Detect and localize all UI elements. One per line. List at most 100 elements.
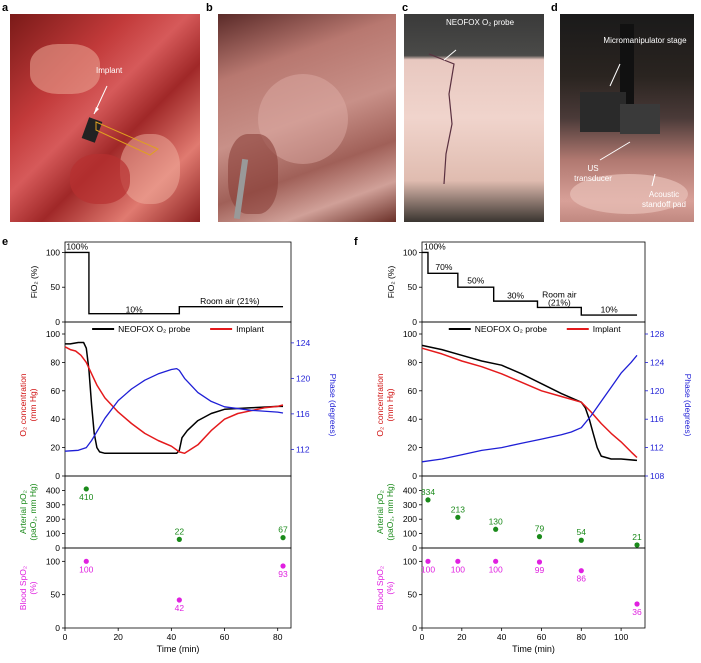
photo-ultrasound-setup: Micromanipulator stage US transducer Aco…: [560, 14, 694, 222]
panel-f-spo2-tick-label: 100: [403, 556, 417, 566]
panel-e-spo2-point-label: 42: [175, 603, 185, 613]
panel-f-art-tick-label: 300: [403, 500, 417, 510]
panel-e-spo2-ylabel-line: (%): [28, 581, 38, 594]
panel-e-spo2-point-label: 93: [278, 569, 288, 579]
panel-e-art-tick-label: 200: [46, 514, 60, 524]
panel-f-spo2-point-label: 100: [489, 564, 503, 574]
panel-e-x-tick-label: 80: [273, 632, 283, 642]
panel-e-oxy-ylabel-left: O₂ concentration (mm Hg): [18, 373, 38, 437]
panel-e-art-point-label: 67: [278, 525, 288, 535]
panel-f-oxy-left-tick-label: 0: [412, 471, 417, 481]
panel-e-oxy-right-tick-label: 112: [296, 444, 310, 454]
panel-f-fio2-tick-label: 50: [408, 282, 418, 292]
panel-e-oxy-ylabel-left-line: O₂ concentration: [18, 373, 28, 437]
photo-sutured-skin: NEOFOX O₂ probe: [404, 14, 544, 222]
panel-f-oxy-left-tick-label: 100: [403, 329, 417, 339]
panel-e-fio2-tick-label: 100: [46, 247, 60, 257]
panel-f-spo2-tick-label: 50: [408, 590, 418, 600]
panel-e-art-tick-label: 0: [55, 543, 60, 553]
micromanipulator-label: Micromanipulator stage: [603, 36, 687, 45]
panel-f-fio2-steps: [422, 251, 638, 316]
setup-pointers: [599, 63, 656, 187]
panel-e-spo2-frame: [64, 547, 292, 629]
panel-label-d: d: [551, 2, 558, 14]
panel-f-fio2-step-label: 70%: [435, 262, 452, 272]
implant-pointer: [93, 85, 159, 156]
panel-f-spo2-point: [536, 559, 543, 565]
photo-closed-tissue: [218, 14, 396, 222]
panel-e-series-2: [64, 367, 284, 452]
panel-f-oxy-ylabel-left-line: (mm Hg): [385, 388, 395, 421]
panel-f-fio2-step-label: (21%): [548, 297, 571, 307]
panel-e-fio2-step-label: 100%: [66, 242, 88, 252]
panel-f-art-tick-label: 400: [403, 485, 417, 495]
panel-f-spo2-tick-label: 0: [412, 623, 417, 633]
panel-f-art-tick-label: 100: [403, 529, 417, 539]
panel-label-f: f: [354, 236, 358, 248]
panel-f-x-tick-label: 80: [577, 632, 587, 642]
panel-f-spo2-point-label: 99: [535, 565, 545, 575]
panel-f-art-ylabel-line: (paO₂, mm Hg): [385, 483, 395, 540]
panel-e-oxy-right-tick-label: 120: [296, 373, 310, 383]
panel-e-series-0: [65, 341, 283, 455]
panel-f-fio2-step-label: 30%: [507, 290, 524, 300]
panel-e-legend-probe-label: NEOFOX O₂ probe: [118, 324, 191, 334]
panel-e-fio2-step-label: 10%: [126, 304, 143, 314]
suture-line: [428, 49, 457, 185]
panel-f-spo2-point: [578, 568, 584, 574]
panel-e-oxy-left-tick-label: 80: [51, 357, 61, 367]
panel-label-e: e: [2, 236, 9, 248]
panel-e-fio2-tick-label: 50: [51, 282, 61, 292]
panel-f-series-2: [421, 354, 638, 463]
panel-e-oxy-ylabel-left-line: (mm Hg): [28, 388, 38, 421]
panel-e-spo2-ylabel-line: Blood SpO₂: [18, 566, 28, 610]
panel-f-legend-probe-label: NEOFOX O₂ probe: [475, 324, 548, 334]
panel-f-fio2-tick-label: 100: [403, 247, 417, 257]
panel-f-spo2-ylabel-line: Blood SpO₂: [375, 566, 385, 610]
panel-f-fio2-ylabel: FiO₂ (%): [386, 266, 396, 299]
panel-e-art-ylabel-line: (paO₂, mm Hg): [28, 483, 38, 540]
panel-e-spo2-tick-label: 50: [51, 590, 61, 600]
panel-e-oxy-left-tick-label: 100: [46, 329, 60, 339]
panel-f-art-point-label: 79: [535, 524, 545, 534]
panel-f-spo2-point: [493, 558, 499, 564]
panel-e-art-point: [176, 536, 182, 542]
panel-f-oxy-right-tick-label: 108: [650, 471, 664, 481]
panel-e-fio2-steps: [65, 251, 284, 315]
panel-f-oxy-right-tick-label: 112: [650, 443, 664, 453]
panel-e-art-point: [280, 535, 286, 541]
panel-e-spo2-ylabel: Blood SpO₂ (%): [18, 566, 38, 610]
panel-e-oxy-ylabel-right-text: Phase (degrees): [328, 374, 338, 437]
panel-f-fio2-step-label: Room air: [542, 290, 577, 300]
panel-e-legend-implant-label: Implant: [236, 324, 265, 334]
panel-f-x-tick-label: 100: [614, 632, 628, 642]
panel-f-fio2-step-label: 100%: [424, 242, 446, 252]
acoustic-standoff-label: Acoustic standoff pad: [642, 190, 686, 209]
panel-f-art-point-label: 334: [421, 487, 435, 497]
panel-e-spo2-point: [83, 558, 89, 564]
panel-f-art-point: [493, 526, 499, 532]
panel-e-spo2-tick-label: 0: [55, 623, 60, 633]
panel-f-oxy-ylabel-right: Phase (degrees): [683, 374, 693, 437]
panel-f-oxy-left-tick-label: 20: [408, 443, 418, 453]
panel-label-b: b: [206, 2, 213, 14]
panel-f-oxy-left-tick-label: 80: [408, 357, 418, 367]
panel-f-art-point: [425, 497, 431, 503]
panel-f-fio2-ylabel-line: FiO₂ (%): [386, 266, 396, 299]
panel-e-art-point-label: 410: [79, 492, 93, 502]
panel-f-oxy-ylabel-left-line: O₂ concentration: [375, 373, 385, 437]
panel-f-art-point: [634, 542, 640, 548]
panel-f-spo2-frame: [421, 547, 646, 629]
panel-f-x-tick-label: 20: [457, 632, 467, 642]
panel-f-fio2-step-label: 50%: [467, 276, 484, 286]
panel-f-fio2-step-label: 10%: [601, 304, 618, 314]
panel-e-x-tick-label: 0: [63, 632, 68, 642]
panel-f-x-tick-label: 0: [420, 632, 425, 642]
us-transducer-label: US transducer: [574, 164, 612, 183]
panel-f-art-point: [455, 514, 461, 520]
panel-f-series-0: [421, 344, 638, 462]
panel-label-a: a: [2, 2, 9, 14]
panel-f-oxy-right-tick-label: 124: [650, 357, 664, 367]
panel-f-fio2-tick-label: 0: [412, 317, 417, 327]
